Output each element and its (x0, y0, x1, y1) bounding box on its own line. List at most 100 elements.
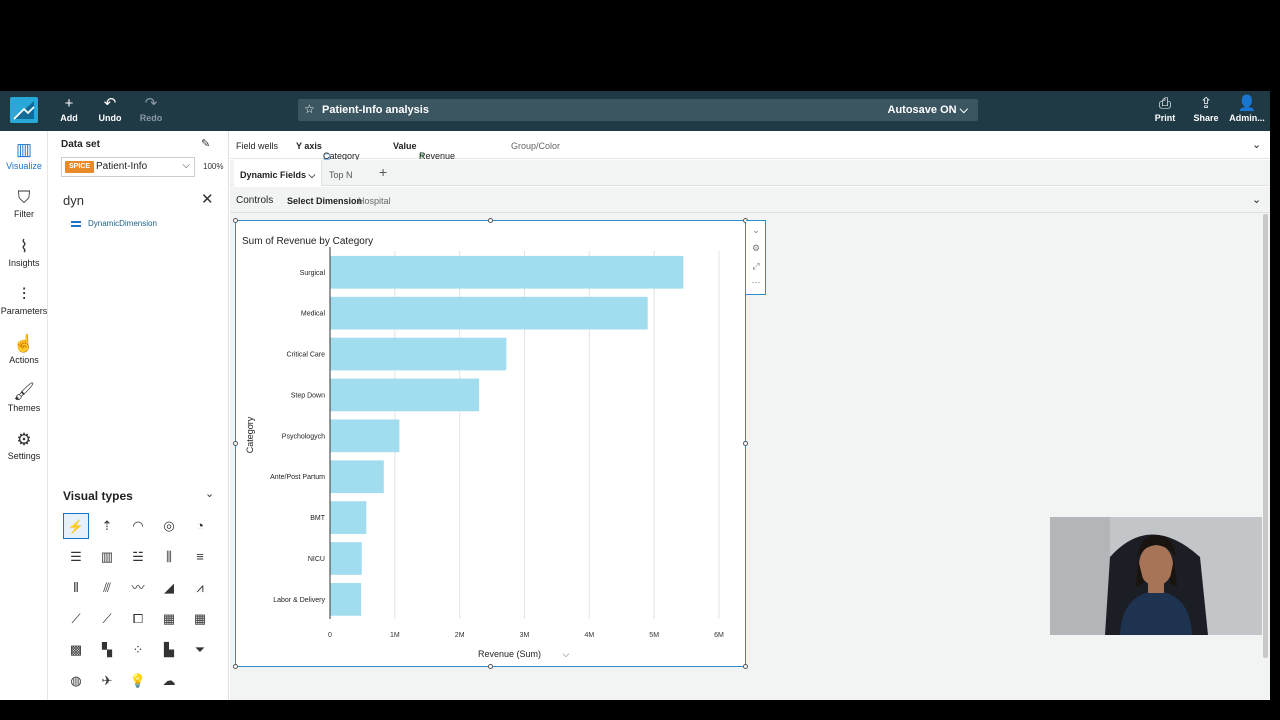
histogram-icon[interactable]: ▙ (164, 642, 174, 657)
category-label: BMT (310, 515, 326, 522)
donut-icon[interactable]: ◎ (163, 518, 175, 533)
bar (330, 583, 362, 616)
print-button[interactable]: ⎙ Print (1145, 95, 1185, 123)
resize-handle[interactable] (233, 664, 238, 669)
window-edge (1270, 91, 1280, 700)
data-panel: Data set ✎ SPICE Patient-Info ⌵ 100% dyn… (49, 131, 229, 700)
x-tick-label: 0 (328, 632, 332, 639)
resize-handle[interactable] (743, 664, 748, 669)
controls-bar: Controls Select Dimension Hospital ⌄ (230, 187, 1270, 213)
gauge-icon[interactable]: ◠ (132, 518, 144, 533)
pivot-table-icon[interactable]: ▦ (193, 611, 207, 626)
field-search-input[interactable]: dyn (63, 193, 84, 208)
nav-filter[interactable]: ⛉ Filter (0, 187, 48, 219)
group-color-well[interactable]: Group/Color (511, 141, 561, 151)
category-label: Step Down (291, 392, 325, 399)
more-options-icon[interactable]: ⋯ (751, 277, 761, 287)
canvas-scrollbar[interactable] (1263, 214, 1268, 658)
y-axis-well-label: Y axis (296, 141, 322, 151)
spice-percent: 100% (203, 162, 224, 171)
add-sheet-icon[interactable]: + (379, 164, 388, 180)
chevron-double-down-icon[interactable]: ⌄ (205, 488, 215, 500)
visual-title[interactable]: Sum of Revenue by Category (242, 236, 374, 247)
kpi-icon[interactable]: ⇡ (101, 518, 113, 533)
chevron-down-icon: ⌵ (182, 160, 190, 171)
dataset-heading: Data set (61, 139, 100, 150)
box-plot-icon[interactable]: ⧠ (132, 611, 144, 626)
bar-chart-visual[interactable]: Sum of Revenue by Category 0 1M 2M 3M 4M 5M 6M… (235, 220, 746, 667)
close-icon[interactable]: ✕ (201, 191, 214, 208)
undo-button[interactable]: ↶ Undo (90, 95, 130, 123)
tab-dynamic-fields[interactable]: Dynamic Fields ⌵ (234, 160, 323, 186)
category-label: Labor & Delivery (273, 597, 325, 604)
dimension-tag-icon: ◻ (323, 151, 331, 161)
stacked-area-icon[interactable]: ⟋ (102, 611, 112, 626)
share-button[interactable]: ⇪ Share (1186, 95, 1226, 123)
redo-button[interactable]: ↷ Redo (131, 95, 171, 123)
gear-icon: ⚙ (16, 430, 32, 449)
word-cloud-icon[interactable]: ☁ (162, 673, 176, 688)
area-chart-icon[interactable]: ◢ (164, 580, 174, 595)
stacked-column-icon[interactable]: ⫴ (73, 580, 79, 595)
chevron-double-down-icon[interactable]: ⌄ (1252, 194, 1262, 206)
star-icon[interactable]: ☆ (304, 102, 315, 116)
resize-handle[interactable] (488, 218, 493, 223)
nav-settings[interactable]: ⚙ Settings (0, 429, 48, 461)
combo-chart-icon[interactable]: ⩘ (196, 580, 204, 595)
line-area-icon[interactable]: ⟋ (71, 611, 81, 626)
gear-icon[interactable]: ⚙ (751, 243, 761, 253)
field-wells-title: Field wells (236, 141, 279, 151)
nav-themes[interactable]: 🖌 Themes (0, 381, 48, 413)
autosave-toggle[interactable]: Autosave ON ⌵ (887, 104, 968, 116)
admin-menu[interactable]: 👤 Admin... (1227, 95, 1267, 123)
resize-handle[interactable] (233, 218, 238, 223)
resize-handle[interactable] (233, 441, 238, 446)
clustered-bar-icon[interactable]: ☱ (132, 549, 144, 564)
filled-map-icon[interactable]: ✈ (101, 673, 113, 688)
share-icon: ⇪ (1199, 95, 1213, 112)
scatter-plot-icon[interactable]: ⁘ (132, 642, 144, 657)
tree-map-icon[interactable]: ▚ (102, 642, 112, 657)
waterfall-icon[interactable]: ⫻ (103, 580, 111, 595)
nav-actions[interactable]: ☝ Actions (0, 333, 48, 365)
clustered-column-icon[interactable]: ⫼ (166, 549, 172, 564)
vertical-bar-icon[interactable]: ▥ (100, 549, 114, 564)
nav-insights[interactable]: ⌇ Insights (0, 236, 48, 268)
nav-parameters[interactable]: ⫶ Parameters (0, 285, 48, 316)
visual-types-heading: Visual types (63, 489, 133, 503)
expand-icon[interactable]: ⤢ (752, 261, 760, 271)
chevron-down-icon: ⌵ (563, 650, 570, 660)
bar (330, 296, 648, 330)
add-button[interactable]: + Add (49, 95, 89, 123)
presenter-image (1050, 517, 1262, 635)
select-dimension-control[interactable]: Hospital (358, 196, 391, 206)
autograph-icon[interactable]: ⚡ (63, 513, 89, 539)
insight-icon[interactable]: 💡 (129, 673, 147, 688)
chevron-down-icon: ⌵ (308, 170, 316, 180)
line-chart-icon[interactable]: 〰 (131, 580, 145, 595)
collapse-icon[interactable]: ⌄ (752, 225, 760, 235)
table-icon[interactable]: ▦ (162, 611, 176, 626)
field-list-item[interactable]: DynamicDimension (71, 219, 157, 228)
pie-icon[interactable]: ◔ (196, 518, 204, 533)
quicksight-logo[interactable] (10, 97, 38, 123)
dataset-select[interactable]: SPICE Patient-Info ⌵ (61, 157, 195, 177)
stacked-bar-icon[interactable]: ≡ (196, 549, 204, 564)
heat-map-icon[interactable]: ▩ (69, 642, 83, 657)
resize-handle[interactable] (743, 441, 748, 446)
x-tick-label: 6M (714, 632, 724, 639)
chevron-double-down-icon[interactable]: ⌄ (1252, 139, 1262, 151)
horizontal-bar-icon[interactable]: ☰ (70, 549, 82, 564)
nav-visualize[interactable]: ▥ Visualize (0, 139, 48, 171)
resize-handle[interactable] (488, 664, 493, 669)
analysis-name[interactable]: Patient-Info analysis (322, 104, 429, 116)
x-tick-label: 4M (584, 632, 594, 639)
geo-map-icon[interactable]: ◍ (70, 673, 82, 688)
pencil-icon[interactable]: ✎ (201, 138, 211, 150)
tab-top-n[interactable]: Top N (329, 170, 353, 180)
category-label: Surgical (300, 270, 326, 277)
analysis-name-bar[interactable]: ☆ Patient-Info analysis Autosave ON ⌵ (298, 99, 978, 121)
funnel-icon[interactable]: ⏷ (194, 642, 206, 657)
spice-badge: SPICE (65, 161, 95, 173)
field-wells-bar[interactable]: Field wells Y axis ◻ Category Value # Re… (230, 131, 1270, 171)
